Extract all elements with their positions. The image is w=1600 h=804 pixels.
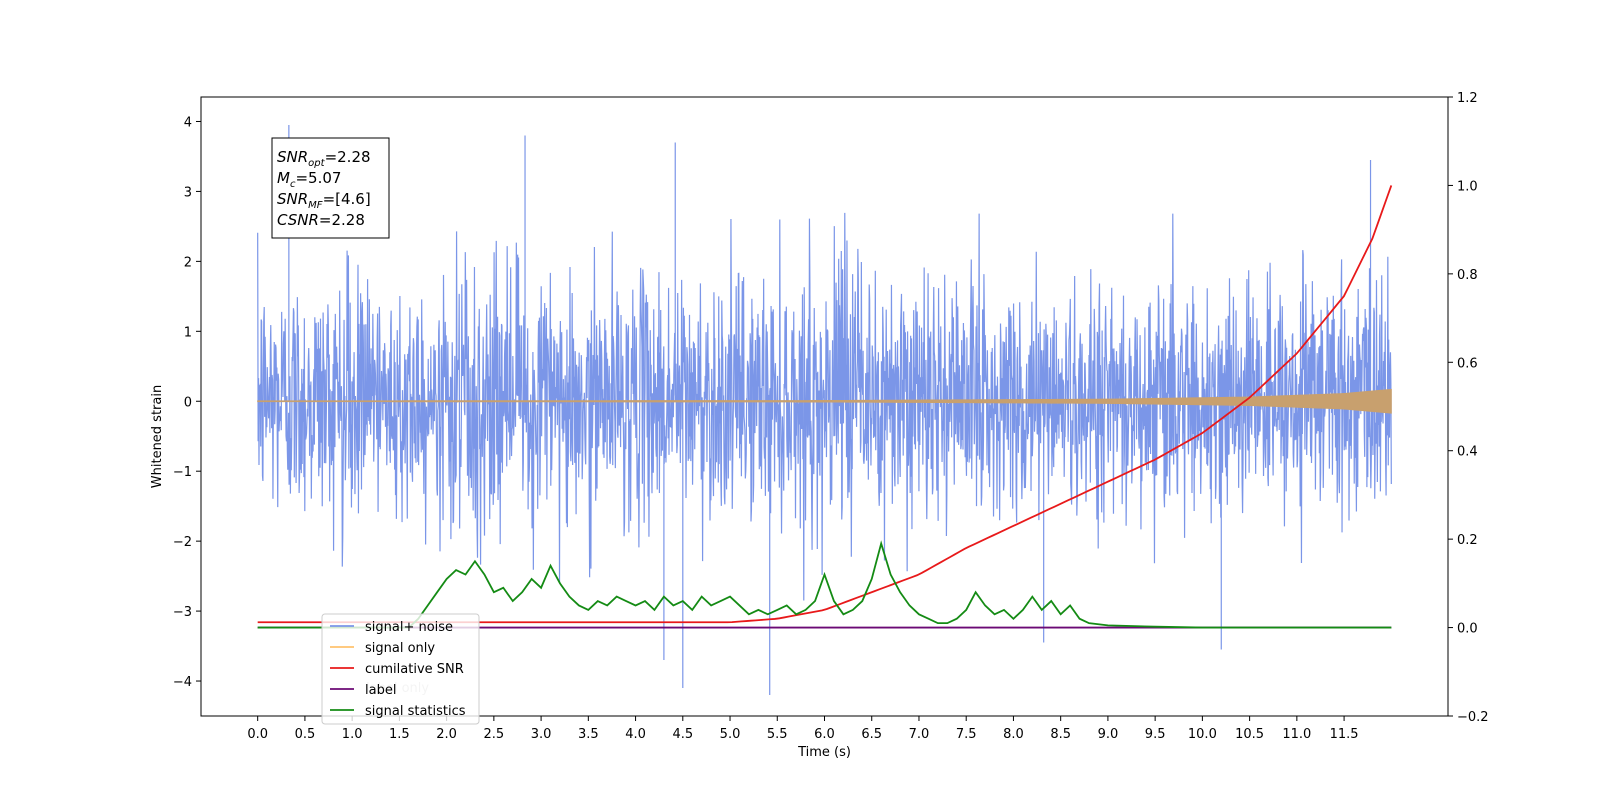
x-tick-label: 0.5 — [295, 727, 316, 742]
y2-tick-label: −0.2 — [1457, 710, 1489, 725]
y2-tick-label: 1.0 — [1457, 179, 1478, 194]
x-tick-label: 4.0 — [625, 727, 646, 742]
x-tick-label: 4.5 — [672, 727, 693, 742]
y-tick-label: 2 — [184, 255, 192, 270]
stats-box-line: Mc=5.07 — [277, 169, 341, 190]
y2-tick-label: 0.4 — [1457, 445, 1478, 460]
y-tick-label: −1 — [173, 465, 192, 480]
series-signal-statistics-line — [257, 540, 1392, 629]
stats-box-frame — [271, 137, 390, 239]
y2-tick-label: 0.6 — [1457, 356, 1478, 371]
x-tick-label: 2.0 — [436, 727, 457, 742]
x-tick-label: 10.0 — [1188, 727, 1217, 742]
y-tick-label: 1 — [184, 325, 192, 340]
stats-box-line: CSNR=2.28 — [277, 211, 365, 229]
y-tick-label: 3 — [184, 185, 192, 200]
x-tick-label: 8.5 — [1050, 727, 1071, 742]
x-tick-label: 7.0 — [909, 727, 930, 742]
series-layer — [257, 124, 1393, 696]
y-tick-label: −2 — [173, 535, 192, 550]
x-tick-label: 5.5 — [767, 727, 788, 742]
y2-tick-label: 0.8 — [1457, 268, 1478, 283]
legend-label: label — [365, 683, 396, 698]
x-axis-label: Time (s) — [797, 745, 851, 760]
x-tick-label: 9.5 — [1145, 727, 1166, 742]
y-tick-label: −3 — [173, 605, 192, 620]
x-tick-label: 7.5 — [956, 727, 977, 742]
x-tick-label: 10.5 — [1235, 727, 1264, 742]
y-tick-label: 4 — [184, 115, 192, 130]
y2-tick-label: 0.2 — [1457, 533, 1478, 548]
x-tick-label: 3.0 — [531, 727, 552, 742]
x-tick-label: 2.5 — [484, 727, 505, 742]
stats-box-line: SNRopt=2.28 — [277, 148, 371, 169]
series-signal-only-band — [257, 388, 1392, 414]
x-tick-label: 5.0 — [720, 727, 741, 742]
x-tick-label: 9.0 — [1098, 727, 1119, 742]
x-tick-label: 1.5 — [389, 727, 410, 742]
y2-tick-label: 0.0 — [1457, 622, 1478, 637]
axes-layer: 0.0 0.5 1.0 1.5 2.0 2.5 3.0 3.5 4.0 4.5 5.0 5.5 6.0 6… — [173, 91, 1489, 742]
x-tick-label: 0.0 — [247, 727, 268, 742]
x-tick-label: 11.0 — [1282, 727, 1311, 742]
x-tick-label: 11.5 — [1330, 727, 1359, 742]
legend-label: signal only — [365, 641, 435, 656]
y-tick-label: −4 — [173, 675, 192, 690]
x-tick-label: 6.0 — [814, 727, 835, 742]
stats-box-line: SNRMF=[4.6] — [277, 190, 371, 211]
x-tick-label: 1.0 — [342, 727, 363, 742]
x-tick-label: 8.0 — [1003, 727, 1024, 742]
y-tick-label: 0 — [184, 395, 192, 410]
x-tick-label: 3.5 — [578, 727, 599, 742]
legend-frame — [321, 613, 480, 725]
y-axis-label: Whitened strain — [150, 385, 165, 488]
x-tick-label: 6.5 — [861, 727, 882, 742]
series-signal-noise-line — [257, 124, 1392, 696]
legend-label: cumilative SNR — [365, 662, 464, 677]
legend-label: signal+ noise — [365, 620, 453, 635]
y2-tick-label: 1.2 — [1457, 91, 1478, 106]
legend-label: signal statistics — [365, 704, 466, 719]
